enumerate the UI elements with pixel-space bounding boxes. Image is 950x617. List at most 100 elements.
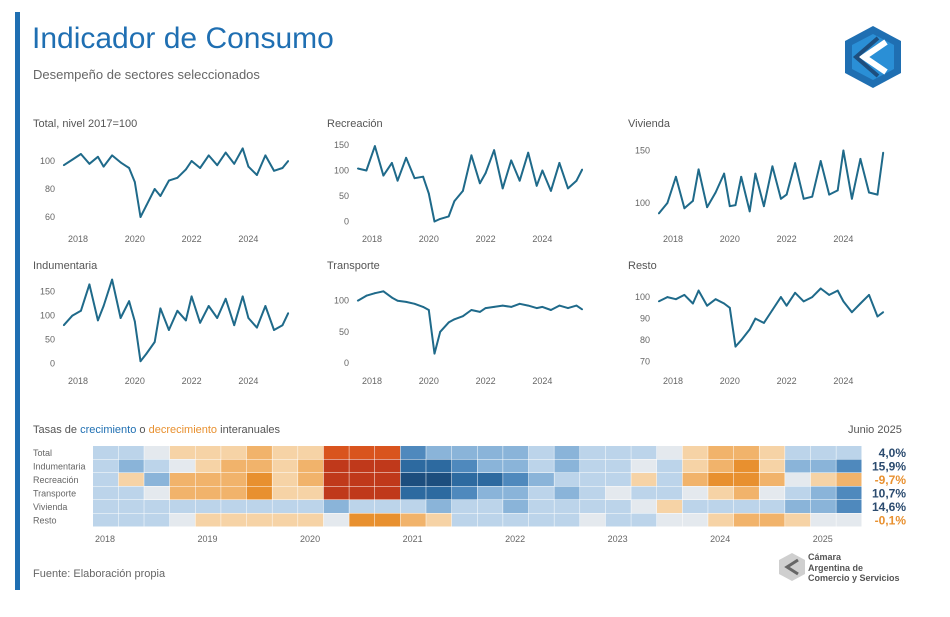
data-point <box>102 305 105 307</box>
x-tick-label: 2022 <box>182 376 202 386</box>
heatmap-cell <box>246 513 272 527</box>
heatmap-cell <box>810 500 836 513</box>
data-point <box>842 300 845 303</box>
x-tick-label: 2018 <box>362 234 382 244</box>
heatmap-cell <box>605 486 631 500</box>
data-point <box>882 311 885 314</box>
heatmap-cell <box>221 446 247 459</box>
heatmap-cell <box>708 500 734 513</box>
data-point <box>247 165 250 168</box>
heatmap-cell <box>605 446 631 459</box>
heatmap-title: Tasas de crecimiento o decrecimiento int… <box>33 424 280 436</box>
heatmap-cell <box>528 500 554 513</box>
heatmap-cell <box>503 486 529 500</box>
data-point <box>233 324 236 327</box>
heatmap-cell <box>298 513 324 527</box>
x-tick-label: 2022 <box>476 376 496 386</box>
heatmap-cell <box>451 500 477 513</box>
heatmap-cell <box>323 473 349 486</box>
data-point <box>763 205 765 208</box>
data-point <box>396 299 399 302</box>
heatmap-cell <box>374 500 401 513</box>
heatmap-x-label: 2025 <box>813 534 833 544</box>
series-line <box>658 149 885 215</box>
data-point <box>794 291 797 294</box>
x-tick-label: 2018 <box>663 376 683 386</box>
heatmap-cell <box>93 446 119 459</box>
heatmap-cell <box>554 473 580 486</box>
x-tick-label: 2024 <box>238 376 258 386</box>
x-tick-label: 2022 <box>777 234 797 244</box>
heatmap-cell <box>631 486 657 500</box>
data-point <box>859 158 862 160</box>
heatmap-cell <box>631 500 657 513</box>
data-point <box>447 321 450 324</box>
org-logo-icon <box>779 553 805 581</box>
data-point <box>868 294 870 296</box>
heatmap-cell <box>682 473 708 486</box>
heatmap-cell <box>426 486 452 500</box>
data-point <box>145 204 148 207</box>
heatmap-cell <box>426 513 452 527</box>
heatmap-cell <box>323 459 349 473</box>
data-point <box>479 310 481 313</box>
data-point <box>453 200 456 202</box>
heatmap-cell <box>708 446 734 459</box>
heatmap-cell <box>246 459 272 473</box>
heatmap-x-label: 2021 <box>403 534 423 544</box>
data-point <box>510 159 513 162</box>
heatmap-cell <box>528 513 554 527</box>
heatmap-cell <box>733 500 759 513</box>
x-tick-label: 2024 <box>532 376 552 386</box>
data-point <box>706 206 709 209</box>
data-point <box>754 172 757 175</box>
heatmap-cell <box>528 486 554 500</box>
data-point <box>224 151 227 154</box>
heatmap-cell <box>477 486 503 500</box>
data-point <box>185 319 187 322</box>
data-point <box>666 202 669 204</box>
heatmap-cell <box>682 446 708 459</box>
data-point <box>241 295 244 298</box>
y-tick-label: 80 <box>640 335 650 345</box>
heatmap-cell <box>118 500 144 513</box>
heatmap-cell <box>708 459 734 473</box>
heatmap-row-label: Resto <box>33 516 57 526</box>
heatmap-cell <box>656 486 683 500</box>
heatmap-cell <box>631 513 657 527</box>
data-point <box>190 295 193 298</box>
data-point <box>439 218 442 220</box>
heatmap-cell <box>785 473 811 486</box>
data-point <box>241 147 244 150</box>
heatmap-cell <box>221 459 247 473</box>
heatmap-cell <box>580 446 606 459</box>
y-tick-label: 150 <box>40 287 55 297</box>
data-point <box>836 189 839 192</box>
data-point <box>133 320 136 323</box>
data-point <box>207 305 210 307</box>
heatmap-cell <box>400 500 426 513</box>
heatmap-cell <box>349 473 375 486</box>
heatmap-cell <box>733 459 759 473</box>
y-tick-label: 100 <box>40 311 55 321</box>
data-point <box>281 324 284 327</box>
data-point <box>405 301 408 303</box>
heatmap-cell <box>298 446 324 459</box>
heatmap-cell <box>169 459 196 473</box>
heatmap-row-label: Total <box>33 448 52 458</box>
data-point <box>493 149 496 152</box>
data-point <box>405 156 408 159</box>
heatmap-cell <box>810 513 836 527</box>
heatmap-title-growth: crecimiento <box>80 424 137 436</box>
heatmap-cell <box>477 500 503 513</box>
data-point <box>153 341 156 343</box>
data-point <box>462 190 464 192</box>
heatmap-cell <box>759 473 785 486</box>
chart-title: Recreación <box>327 118 383 130</box>
data-point <box>794 162 797 164</box>
heatmap-cell <box>272 486 298 500</box>
data-point <box>851 197 853 200</box>
heatmap-cell <box>323 513 349 527</box>
heatmap-cell <box>349 486 375 500</box>
data-point <box>281 167 284 169</box>
